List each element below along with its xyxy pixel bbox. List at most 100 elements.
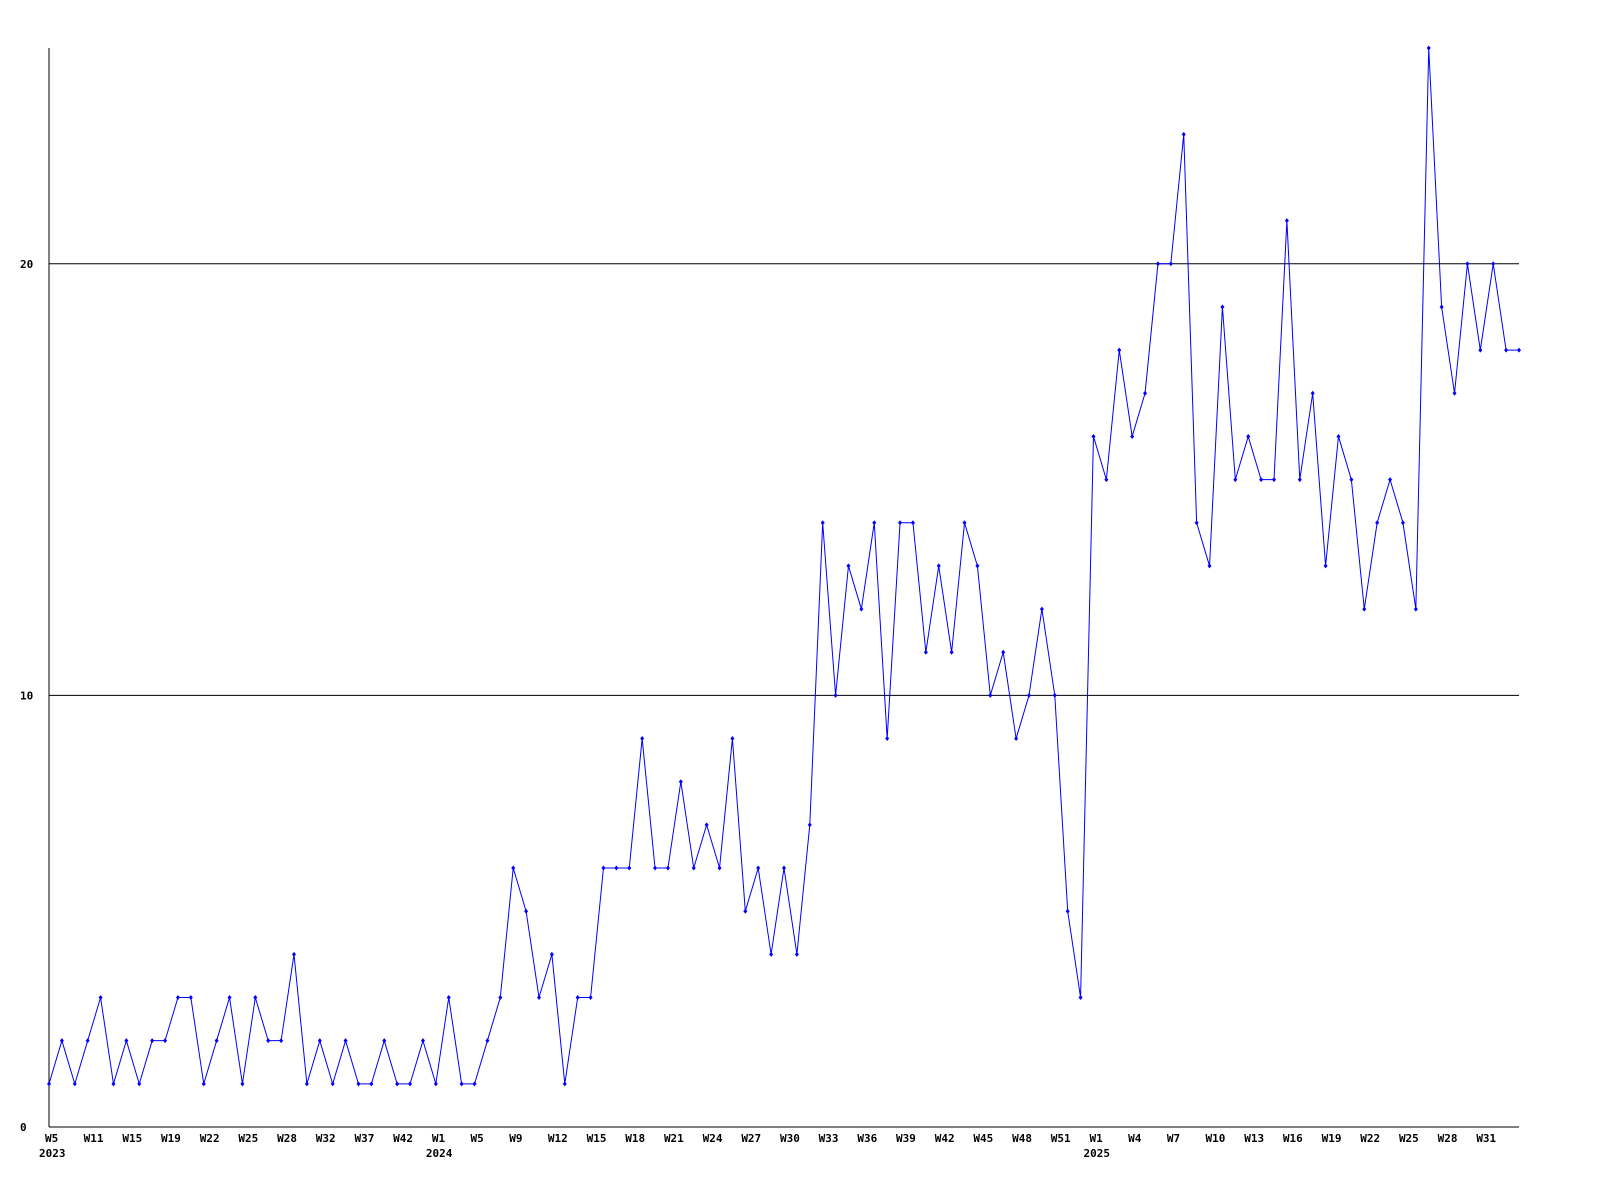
data-point (1452, 390, 1457, 396)
data-point (575, 995, 580, 1001)
data-point (524, 908, 529, 914)
year-label: 2023 (39, 1147, 66, 1160)
data-point (266, 1038, 271, 1044)
x-tick-label: W28 (277, 1132, 297, 1145)
data-point (936, 563, 941, 569)
data-point (240, 1081, 245, 1087)
data-point (1130, 433, 1135, 439)
data-point (1168, 261, 1173, 267)
x-tick-label: W24 (703, 1132, 723, 1145)
data-point (1517, 347, 1521, 353)
x-tick-label: W51 (1051, 1132, 1071, 1145)
x-tick-label: W12 (548, 1132, 568, 1145)
data-point (1284, 218, 1289, 224)
data-point (1001, 649, 1006, 655)
data-point (485, 1038, 490, 1044)
data-point (549, 951, 554, 957)
data-point (872, 520, 877, 526)
x-tick-label: W18 (625, 1132, 645, 1145)
data-point (1413, 606, 1418, 612)
x-tick-label: W16 (1283, 1132, 1303, 1145)
data-point (369, 1081, 374, 1087)
data-point (343, 1038, 348, 1044)
data-point (962, 520, 967, 526)
data-point (665, 865, 670, 871)
data-point (743, 908, 748, 914)
data-point (704, 822, 709, 828)
data-point (498, 995, 503, 1001)
x-tick-label: W19 (1322, 1132, 1342, 1145)
data-point (537, 995, 541, 1001)
data-point (137, 1081, 142, 1087)
data-point (807, 822, 812, 828)
data-point (1233, 477, 1238, 483)
x-tick-label: W15 (587, 1132, 607, 1145)
data-point (150, 1038, 155, 1044)
data-point (511, 865, 516, 871)
x-tick-label: W21 (664, 1132, 684, 1145)
x-tick-label: W1 (1089, 1132, 1103, 1145)
x-tick-label: W25 (238, 1132, 258, 1145)
data-point (988, 692, 993, 698)
data-point (691, 865, 696, 871)
data-point (717, 865, 722, 871)
data-point (1078, 995, 1083, 1001)
data-point (1323, 563, 1328, 569)
data-point (459, 1081, 464, 1087)
data-point (769, 951, 774, 957)
data-point (885, 736, 890, 742)
data-point (1246, 433, 1251, 439)
data-point (1310, 390, 1315, 396)
data-point (279, 1038, 284, 1044)
year-label: 2024 (426, 1147, 453, 1160)
data-point (59, 1038, 64, 1044)
x-tick-label: W30 (780, 1132, 800, 1145)
data-point (420, 1038, 425, 1044)
data-point (214, 1038, 219, 1044)
x-tick-label: W37 (354, 1132, 374, 1145)
data-point (1439, 304, 1444, 310)
year-label: 2025 (1083, 1147, 1110, 1160)
data-point (408, 1081, 413, 1087)
data-point (446, 995, 451, 1001)
data-point (1349, 477, 1354, 483)
data-point (949, 649, 954, 655)
data-point (678, 779, 683, 785)
data-point (1336, 433, 1341, 439)
x-tick-label: W31 (1476, 1132, 1496, 1145)
x-tick-label: W4 (1128, 1132, 1142, 1145)
data-point (1207, 563, 1212, 569)
x-tick-label: W1 (432, 1132, 446, 1145)
x-tick-label: W9 (509, 1132, 522, 1145)
data-point (227, 995, 232, 1001)
data-line (48, 47, 1519, 1086)
data-point (1194, 520, 1199, 526)
x-tick-label: W15 (122, 1132, 142, 1145)
data-point (1478, 347, 1483, 353)
x-tick-label: W33 (819, 1132, 839, 1145)
y-tick-label: 0 (20, 1121, 27, 1134)
data-point (588, 995, 593, 1001)
data-point (1014, 736, 1019, 742)
data-point (975, 563, 980, 569)
data-point (253, 995, 258, 1001)
data-point (1400, 520, 1405, 526)
data-point (1039, 606, 1044, 612)
x-tick-label: W5 (471, 1132, 484, 1145)
x-tick-label: W48 (1012, 1132, 1032, 1145)
data-point (910, 520, 915, 526)
data-point (820, 520, 825, 526)
data-point (111, 1081, 116, 1087)
data-point (292, 951, 296, 957)
data-point (72, 1081, 77, 1087)
data-point (124, 1038, 129, 1044)
x-tick-label: W39 (896, 1132, 916, 1145)
data-point (1272, 477, 1276, 483)
data-point (304, 1081, 309, 1087)
data-point (1065, 908, 1070, 914)
x-tick-label: W32 (316, 1132, 336, 1145)
data-point (1117, 347, 1122, 353)
x-tick-label: W45 (973, 1132, 993, 1145)
x-tick-label: W13 (1244, 1132, 1264, 1145)
